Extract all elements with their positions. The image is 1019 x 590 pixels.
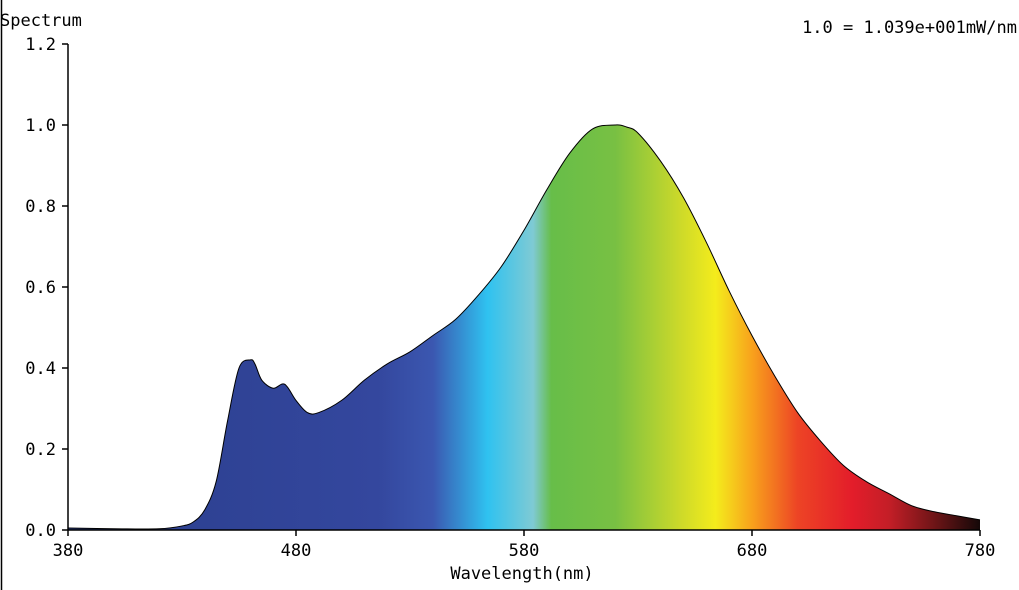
scale-note: 1.0 = 1.039e+001mW/nm <box>802 18 1017 38</box>
x-tick-label: 680 <box>737 541 768 561</box>
x-axis-label: Wavelength(nm) <box>450 564 593 584</box>
x-tick-label: 480 <box>281 541 312 561</box>
y-tick-label: 0.2 <box>25 440 56 460</box>
y-tick-label: 1.2 <box>25 35 56 55</box>
y-tick-label: 1.0 <box>25 116 56 136</box>
y-tick-label: 0.6 <box>25 278 56 298</box>
spectrum-outline <box>67 124 981 530</box>
y-tick-label: 0.0 <box>25 521 56 541</box>
x-tick-label: 780 <box>965 541 996 561</box>
x-tick-label: 580 <box>509 541 540 561</box>
y-tick-label: 0.4 <box>25 359 56 379</box>
y-tick-label: 0.8 <box>25 197 56 217</box>
spectrum-area <box>68 124 980 531</box>
x-tick-label: 380 <box>53 541 84 561</box>
chart-title: Spectrum <box>0 11 82 31</box>
